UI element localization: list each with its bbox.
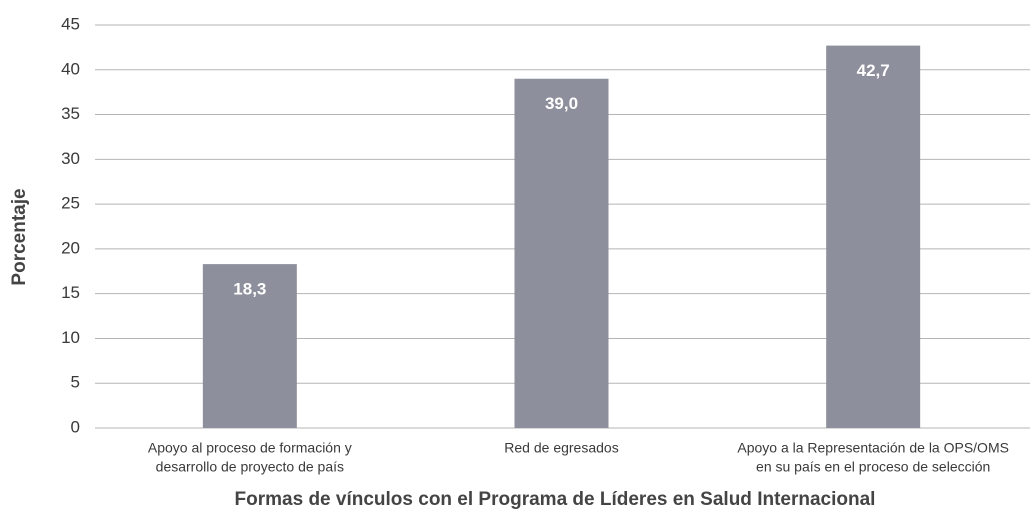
y-tick-label: 30 — [61, 149, 80, 168]
x-tick-label: desarrollo de proyecto de país — [156, 459, 344, 475]
value-label: 42,7 — [857, 61, 890, 80]
bar — [514, 78, 609, 428]
value-label: 39,0 — [545, 94, 578, 113]
y-axis-label: Porcentaje — [9, 188, 30, 285]
y-tick-label: 15 — [61, 283, 80, 302]
x-tick-label: en su país en el proceso de selección — [756, 459, 990, 475]
y-tick-label: 25 — [61, 194, 80, 213]
value-label: 18,3 — [233, 280, 266, 299]
y-tick-label: 0 — [71, 417, 80, 436]
x-tick-label: Red de egresados — [504, 440, 618, 456]
y-tick-label: 20 — [61, 238, 80, 257]
bar — [202, 264, 297, 428]
x-tick-label: Apoyo al proceso de formación y — [148, 440, 352, 456]
y-tick-label: 35 — [61, 104, 80, 123]
y-tick-label: 10 — [61, 328, 80, 347]
y-tick-label: 45 — [61, 14, 80, 33]
x-tick-label: Apoyo a la Representación de la OPS/OMS — [737, 440, 1009, 456]
bar — [826, 45, 921, 428]
x-axis-label: Formas de vínculos con el Programa de Lí… — [235, 489, 876, 510]
y-tick-label: 40 — [61, 59, 80, 78]
y-tick-label: 5 — [71, 373, 80, 392]
